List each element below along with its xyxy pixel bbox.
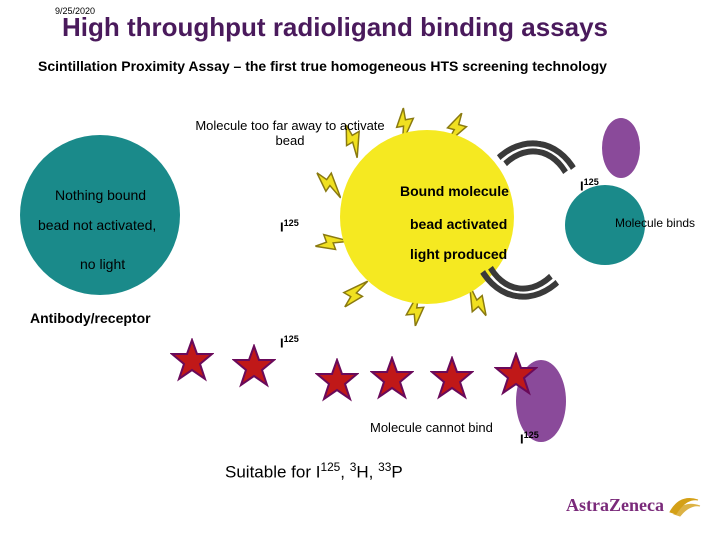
label-bound-mol: Bound molecule	[400, 183, 509, 199]
star-icon	[315, 358, 355, 398]
isotope-4: I125	[520, 430, 539, 446]
label-mol-cant: Molecule cannot bind	[370, 420, 493, 435]
label-no-light: no light	[80, 256, 125, 272]
label-bead-act: bead activated	[410, 216, 507, 232]
label-nothing-bound: Nothing bound	[55, 187, 146, 203]
label-mol-binds: Molecule binds	[615, 216, 695, 230]
subtitle: Scintillation Proximity Assay – the firs…	[38, 58, 607, 74]
label-bead-not-act: bead not activated,	[38, 217, 156, 233]
logo-text: AstraZeneca	[566, 495, 664, 516]
star-icon	[370, 356, 410, 396]
label-suitable: Suitable for I125, 3H, 33P	[225, 460, 403, 483]
isotope-3: I125	[280, 334, 299, 350]
star-icon	[170, 338, 210, 378]
isotope-1: I125	[280, 218, 299, 234]
logo-swoosh-icon	[668, 492, 702, 518]
label-light-prod: light produced	[410, 246, 507, 262]
astrazeneca-logo: AstraZeneca	[566, 492, 702, 518]
star-icon	[494, 352, 534, 392]
label-mol-far: Molecule too far away to activate bead	[195, 118, 385, 148]
star-icon	[232, 344, 272, 384]
label-antibody: Antibody/receptor	[30, 310, 151, 326]
lightning-bolt-icon	[336, 276, 372, 314]
molecule-top	[602, 118, 640, 178]
isotope-2: I125	[580, 177, 599, 193]
page-title: High throughput radioligand binding assa…	[62, 12, 608, 43]
star-icon	[430, 356, 470, 396]
